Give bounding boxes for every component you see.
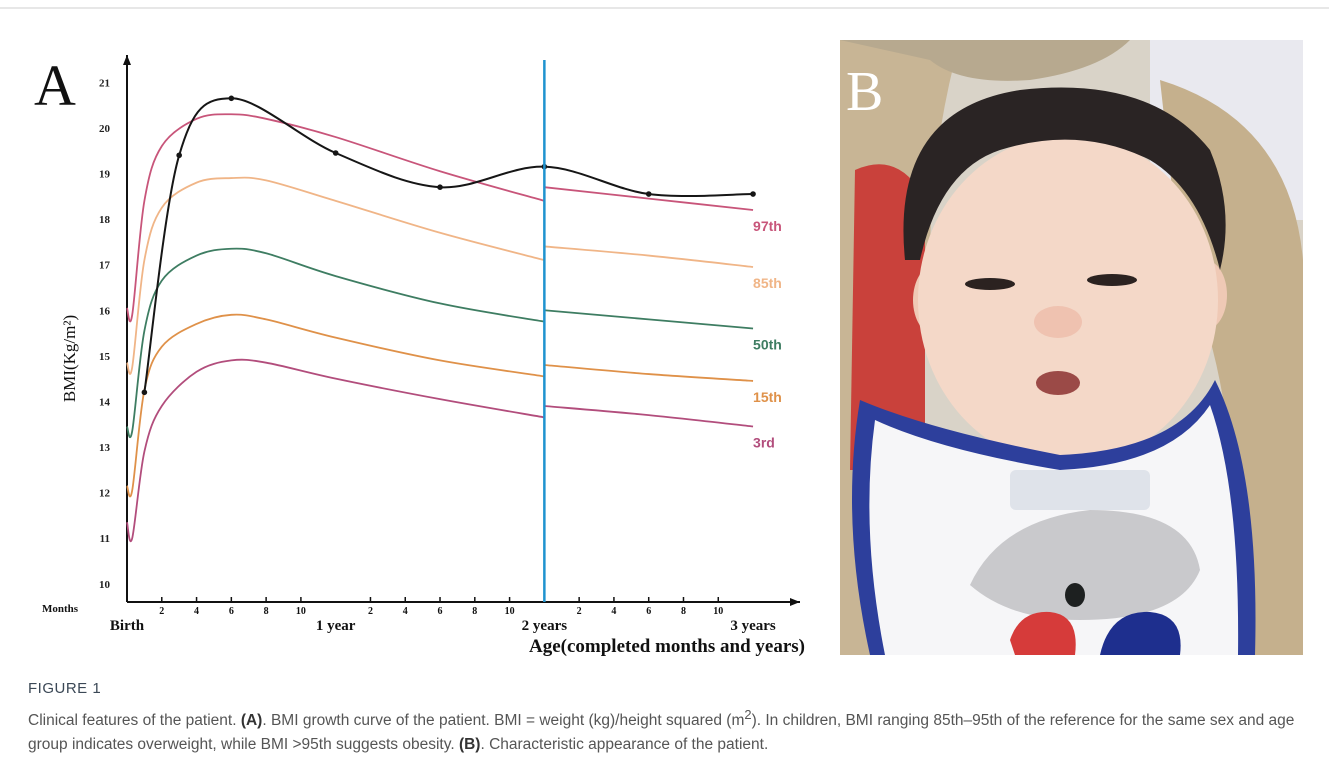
- series-label: 97th: [753, 218, 782, 234]
- x-tick-label: 4: [611, 606, 616, 617]
- series-line: [144, 98, 753, 392]
- x-tick-label: 2: [159, 606, 164, 617]
- y-tick-label: 15: [99, 351, 111, 363]
- x-tick-label: 8: [264, 606, 269, 617]
- x-tick-label: 10: [713, 606, 723, 617]
- x-tick-label: 6: [438, 606, 443, 617]
- data-point: [229, 96, 235, 102]
- y-tick-label: 21: [99, 77, 110, 89]
- x-tick-label: 8: [472, 606, 477, 617]
- data-point: [646, 191, 652, 197]
- plot: 10 11 12 13 14 15 16 17 18 19 20 21 2 4 6 8 10 2 4 6 8 10 2 4 6 8…: [42, 55, 805, 657]
- series-label: 85th: [753, 275, 782, 291]
- photo: B: [840, 40, 1303, 655]
- figure-label: FIGURE 1: [28, 680, 1318, 697]
- caption-ref: (B): [459, 736, 481, 753]
- y-tick-label: 14: [99, 396, 111, 408]
- y-axis-title: BMI(Kg/m²): [60, 315, 79, 402]
- caption-text: . BMI growth curve of the patient. BMI =…: [262, 712, 744, 729]
- figure-caption: Clinical features of the patient. (A). B…: [28, 703, 1303, 757]
- y-tick-label: 16: [99, 305, 111, 317]
- caption-text: . Characteristic appearance of the patie…: [480, 736, 768, 753]
- y-tick-label: 17: [99, 260, 111, 272]
- face: [918, 135, 1218, 465]
- x-tick-label: 6: [229, 606, 234, 617]
- x-axis-title: Age(completed months and years): [529, 636, 805, 657]
- x-tick-label: 4: [403, 606, 408, 617]
- y-tick-label: 11: [100, 533, 110, 545]
- page: A 10 11 12 13 14 15 16 17 18 19 20 21 2 4 6 8 10 2 4 6 8 10 2 4…: [0, 0, 1329, 774]
- panel-letter: B: [846, 61, 883, 123]
- data-point: [750, 191, 756, 197]
- x-tick-label: 6: [646, 606, 651, 617]
- nose: [1034, 306, 1082, 338]
- series-line: [127, 114, 753, 321]
- x-major-label: 2 years: [522, 618, 568, 634]
- y-tick-label: 13: [99, 442, 111, 454]
- caption-ref: (A): [241, 712, 263, 729]
- caption-sup: 2: [744, 707, 751, 722]
- series-label: 15th: [753, 389, 782, 405]
- series-line: [127, 315, 753, 497]
- data-point: [142, 390, 148, 396]
- figure: A 10 11 12 13 14 15 16 17 18 19 20 21 2 4 6 8 10 2 4 6 8 10 2 4…: [0, 0, 1329, 670]
- y-tick-label: 19: [99, 169, 111, 181]
- eye: [965, 278, 1015, 290]
- series-label: 50th: [753, 337, 782, 353]
- y-tick-label: 10: [99, 579, 111, 591]
- caption-block: FIGURE 1 Clinical features of the patien…: [28, 680, 1318, 757]
- mouth: [1036, 371, 1080, 395]
- x-tick-label: 10: [505, 606, 515, 617]
- y-tick-label: 18: [99, 214, 111, 226]
- series-line: [127, 249, 753, 438]
- data-point: [437, 184, 443, 190]
- x-tick-label: 2: [368, 606, 373, 617]
- x-tick-label: 8: [681, 606, 686, 617]
- data-point: [176, 152, 182, 158]
- x-unit-label: Months: [42, 603, 79, 615]
- x-major-label: 1 year: [316, 618, 356, 634]
- bib-print: [1010, 470, 1150, 510]
- whale-eye: [1065, 583, 1085, 607]
- y-tick-label: 12: [99, 488, 111, 500]
- data-point: [333, 150, 339, 156]
- panel-letter: A: [34, 53, 76, 118]
- x-tick-label: 4: [194, 606, 199, 617]
- photo-content: [840, 40, 1303, 655]
- x-tick-label: 2: [577, 606, 582, 617]
- x-major-label: Birth: [110, 618, 145, 634]
- y-tick-label: 20: [99, 123, 111, 135]
- caption-text: Clinical features of the patient.: [28, 712, 241, 729]
- eye: [1087, 274, 1137, 286]
- x-tick-label: 10: [296, 606, 306, 617]
- series-line: [127, 178, 753, 374]
- series-label: 3rd: [753, 435, 775, 451]
- y-axis-arrow: [123, 55, 131, 65]
- x-axis-arrow: [790, 598, 800, 606]
- series-line: [127, 360, 753, 542]
- x-major-label: 3 years: [730, 618, 776, 634]
